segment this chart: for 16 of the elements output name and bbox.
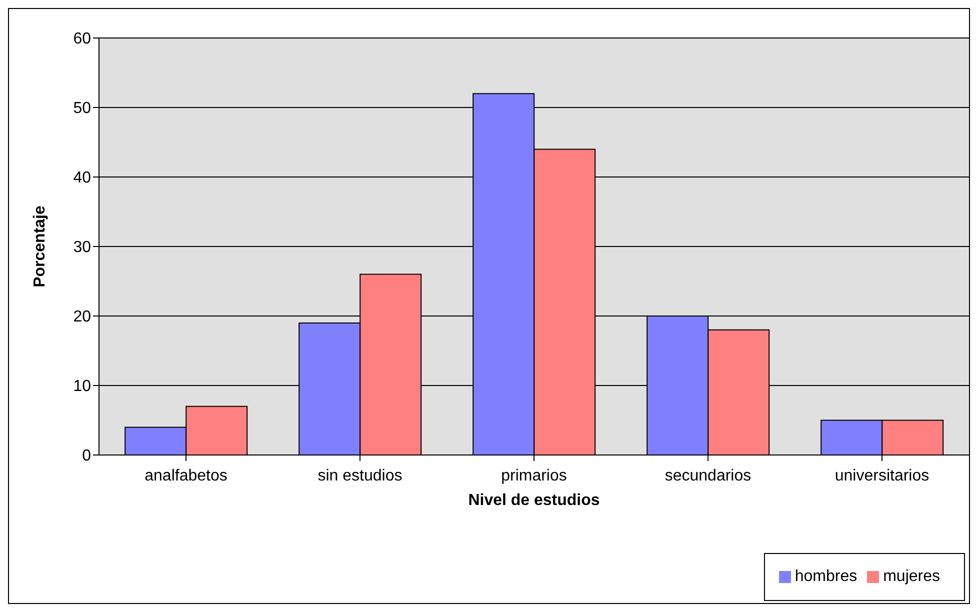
x-axis-title: Nivel de estudios xyxy=(468,492,600,509)
y-tick-label: 10 xyxy=(73,378,92,396)
y-tick-label: 30 xyxy=(73,239,92,256)
y-tick-label: 40 xyxy=(73,170,92,187)
x-tick-label: primarios xyxy=(501,467,567,484)
x-tick-label: secundarios xyxy=(664,467,752,484)
y-axis-title: Porcentaje xyxy=(32,205,49,288)
y-tick-label: 0 xyxy=(82,448,92,465)
y-tick-label: 60 xyxy=(73,30,92,48)
legend-label: hombres xyxy=(794,568,858,585)
x-tick-label: sin estudios xyxy=(318,467,402,484)
x-tick-label: analfabetos xyxy=(144,467,228,484)
x-tick-label: universitarios xyxy=(834,467,930,484)
legend-label: mujeres xyxy=(883,568,940,585)
y-tick-label: 50 xyxy=(73,100,92,118)
y-tick-label: 20 xyxy=(73,308,92,326)
